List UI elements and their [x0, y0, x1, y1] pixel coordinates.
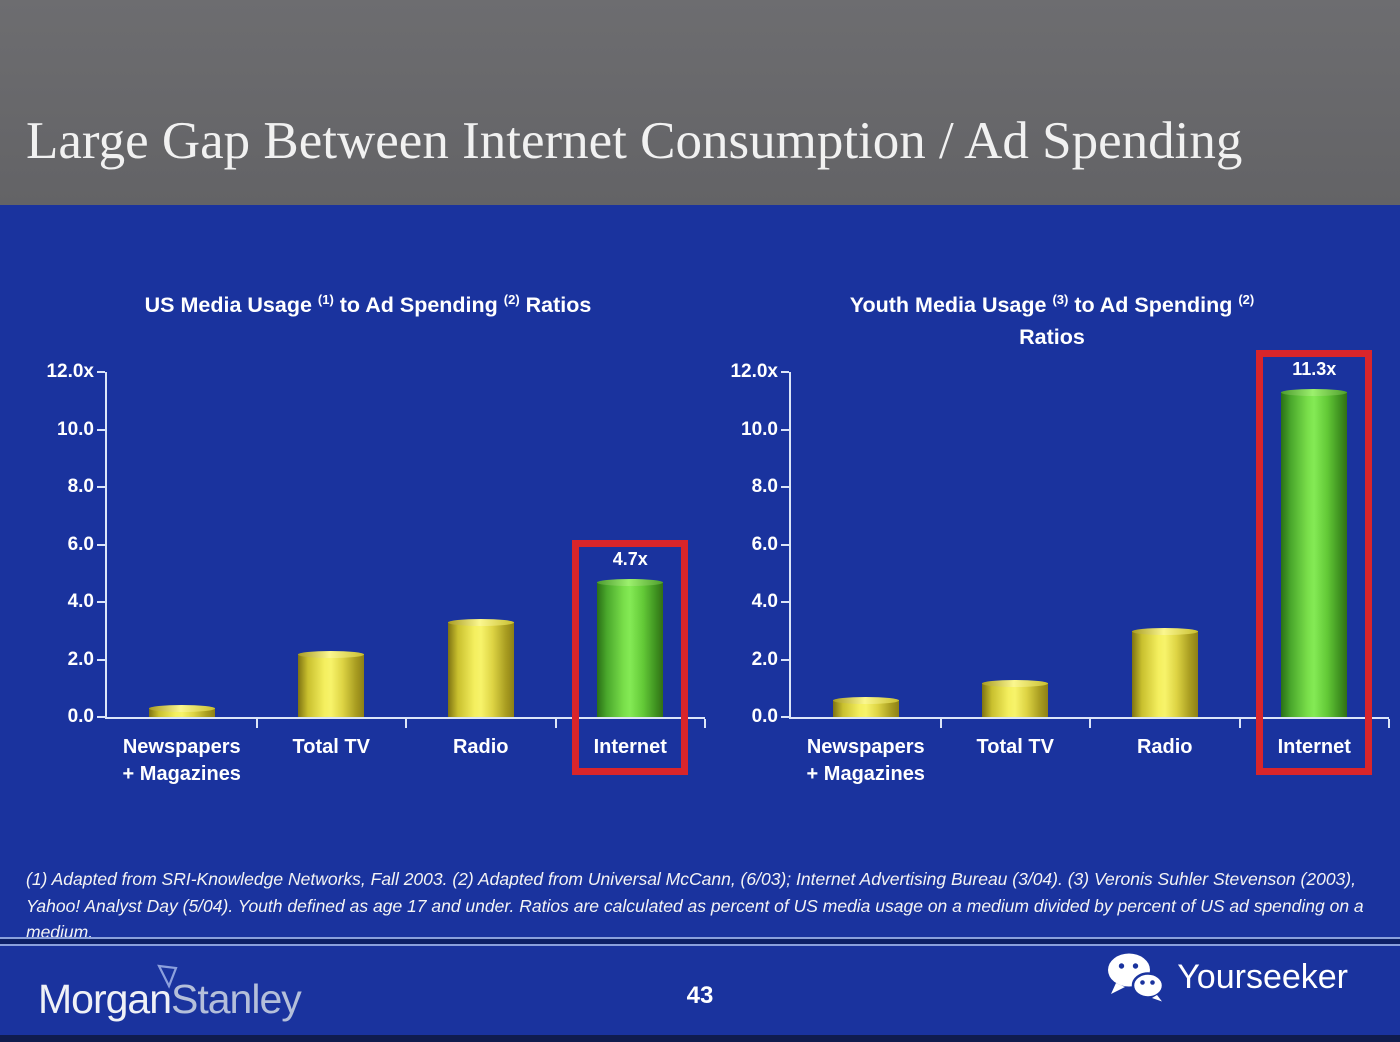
- category-label: Total TV: [976, 736, 1054, 758]
- bar-value-label: 11.3x: [1292, 359, 1337, 380]
- chart-youth-media-usage: Youth Media Usage (3) to Ad Spending (2)…: [714, 285, 1390, 790]
- y-tick-label: 2.0: [67, 648, 94, 670]
- y-tick-label: 2.0: [751, 648, 778, 670]
- y-tick-mark: [781, 428, 789, 431]
- y-tick-mark: [97, 486, 105, 488]
- y-tick-mark: [781, 716, 789, 718]
- watermark-label: Yourseeker: [1177, 957, 1348, 996]
- y-tick-label: 8.0: [751, 476, 778, 497]
- y-tick-label: 12.0x: [730, 361, 778, 382]
- chart-title-part: Ratios: [1019, 325, 1085, 350]
- y-tick-mark: [97, 428, 105, 431]
- chart-title-part: (3): [1052, 291, 1069, 307]
- highlight-box: [1256, 350, 1373, 775]
- y-tick-mark: [97, 371, 105, 373]
- category-label: Internet: [1277, 736, 1351, 758]
- x-tick-mark: [939, 719, 942, 728]
- bar-column-radio: Radio: [1089, 372, 1240, 758]
- bottom-strip: [0, 1035, 1400, 1042]
- bar: [298, 650, 365, 717]
- chart-title-part: to Ad Spending: [333, 293, 504, 317]
- chart-title-part: Youth Media Usage: [849, 293, 1053, 317]
- bar-column-internet: 4.7x Internet: [554, 372, 706, 775]
- footer-divider: [0, 937, 1400, 946]
- x-tick-mark: [1238, 719, 1241, 728]
- y-tick-label: 6.0: [751, 533, 778, 555]
- category-label: Total TV: [292, 736, 370, 758]
- chart-title-part: (2): [503, 291, 520, 307]
- y-tick-mark: [781, 658, 789, 661]
- x-tick-mark: [405, 719, 407, 728]
- y-tick-label: 4.0: [67, 591, 94, 612]
- chart-title-part: (2): [1238, 291, 1255, 307]
- bar: [597, 578, 664, 717]
- y-tick-mark: [781, 486, 789, 488]
- category-label: Newspapers + Magazines: [806, 736, 925, 785]
- morgan-stanley-triangle-icon: [157, 964, 178, 989]
- category-label: Radio: [1136, 736, 1193, 758]
- bar-column-total-tv: Total TV: [939, 372, 1091, 758]
- chart-title-part: (1): [317, 291, 334, 307]
- y-tick-mark: [97, 716, 105, 718]
- y-axis-labels: 12.0x 10.0 8.0 6.0 4.0 2.0 0.0: [714, 361, 778, 727]
- chart-us-media-usage: US Media Usage (1) to Ad Spending (2) Ra…: [30, 285, 706, 790]
- bar: [1281, 389, 1348, 717]
- footnote: (1) Adapted from SRI-Knowledge Networks,…: [26, 869, 1364, 943]
- plot-area: Newspapers + Magazines Total TV Radio 4.7x In…: [97, 371, 706, 785]
- y-tick-label: 10.0: [741, 418, 778, 440]
- slide-header: Large Gap Between Internet Consumption /…: [0, 0, 1400, 205]
- chart-title-part: US Media Usage: [144, 293, 318, 317]
- bar: [832, 696, 899, 717]
- chart-title-part: to Ad Spending: [1068, 293, 1239, 317]
- plot-area: Newspapers + Magazines Total TV Radio 11.3x I…: [781, 350, 1390, 785]
- brand-part-morgan: Morgan: [38, 976, 172, 1022]
- bar-column-newspapers: Newspapers + Magazines: [791, 372, 941, 785]
- bar: [982, 679, 1049, 717]
- page-number: 43: [686, 982, 714, 1009]
- bar-column-newspapers: Newspapers + Magazines: [107, 372, 257, 785]
- bar-column-internet: 11.3x Internet: [1238, 350, 1390, 775]
- chart-title-part: Ratios: [519, 293, 592, 317]
- chart-title: US Media Usage (1) to Ad Spending (2) Ra…: [30, 289, 706, 321]
- category-label: Radio: [452, 736, 509, 758]
- y-tick-label: 10.0: [57, 418, 94, 440]
- slide-title: Large Gap Between Internet Consumption /…: [26, 112, 1243, 170]
- bar: [148, 705, 215, 717]
- y-tick-label: 6.0: [67, 533, 94, 555]
- bar: [1131, 627, 1198, 717]
- y-tick-mark: [97, 601, 105, 603]
- y-tick-label: 0.0: [67, 706, 94, 727]
- bar-value-label: 4.7x: [612, 548, 648, 569]
- category-label: Newspapers + Magazines: [122, 736, 241, 785]
- y-tick-mark: [97, 658, 105, 661]
- wechat-icon: [1108, 953, 1165, 1002]
- y-tick-label: 8.0: [67, 476, 94, 497]
- y-tick-label: 0.0: [751, 706, 778, 727]
- y-tick-label: 12.0x: [46, 361, 94, 382]
- highlight-box: [572, 539, 689, 775]
- bar-column-radio: Radio: [405, 372, 556, 758]
- category-label: Internet: [593, 736, 667, 758]
- chart-title: Youth Media Usage (3) to Ad Spending (2)…: [714, 289, 1390, 354]
- x-tick-mark: [255, 719, 258, 728]
- y-tick-mark: [781, 601, 789, 603]
- x-tick-mark: [1089, 719, 1091, 728]
- watermark: Yourseeker: [1107, 952, 1348, 1002]
- morgan-stanley-logo: MorganStanley: [38, 964, 302, 1023]
- y-tick-mark: [781, 371, 789, 373]
- bar: [447, 619, 514, 717]
- bar-column-total-tv: Total TV: [255, 372, 407, 758]
- brand-part-stanley: Stanley: [171, 976, 302, 1022]
- y-tick-label: 4.0: [751, 591, 778, 612]
- x-tick-mark: [554, 719, 557, 728]
- y-tick-mark: [781, 543, 789, 546]
- y-axis-labels: 12.0x 10.0 8.0 6.0 4.0 2.0 0.0: [30, 361, 94, 727]
- y-tick-mark: [97, 543, 105, 546]
